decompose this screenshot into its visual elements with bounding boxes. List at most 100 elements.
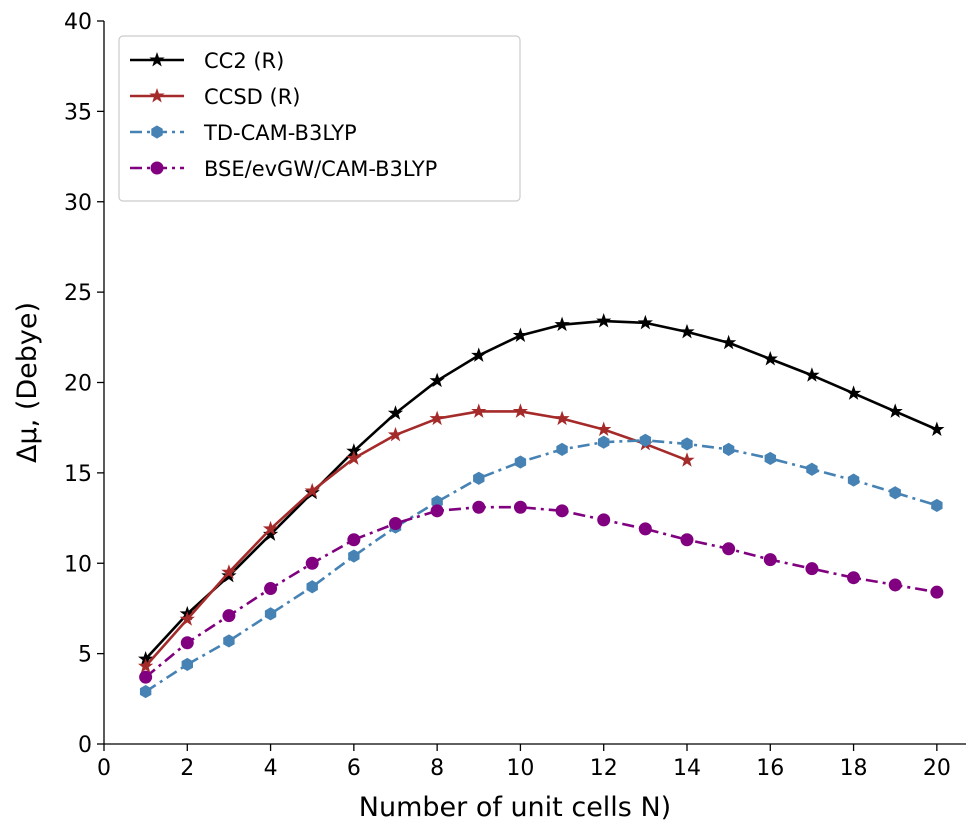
series-td-cam-b3lyp — [139, 433, 943, 699]
data-point-td-cam-b3lyp — [223, 634, 235, 648]
x-tick-label: 0 — [97, 756, 111, 781]
data-point-bse-evgw-cam-b3lyp — [930, 585, 944, 599]
x-tick-label: 2 — [180, 756, 194, 781]
y-tick-label: 25 — [64, 281, 92, 306]
data-point-td-cam-b3lyp — [264, 607, 277, 621]
data-point-cc2-r — [554, 316, 570, 332]
data-point-cc2-r — [721, 334, 737, 350]
data-point-bse-evgw-cam-b3lyp — [139, 670, 153, 684]
data-point-cc2-r — [512, 327, 529, 342]
x-axis-title: Number of unit cells N) — [359, 792, 671, 822]
data-point-bse-evgw-cam-b3lyp — [847, 571, 861, 585]
data-point-bse-evgw-cam-b3lyp — [555, 504, 569, 518]
data-point-ccsd-r — [179, 611, 195, 626]
y-tick-label: 10 — [64, 552, 92, 577]
data-point-td-cam-b3lyp — [556, 442, 568, 456]
data-point-ccsd-r — [596, 421, 612, 436]
data-point-ccsd-r — [679, 452, 695, 467]
series-bse-evgw-cam-b3lyp — [139, 500, 944, 684]
data-point-ccsd-r — [471, 403, 487, 418]
x-tick-label: 20 — [923, 756, 951, 781]
data-point-ccsd-r — [262, 520, 279, 536]
data-point-ccsd-r — [554, 410, 570, 426]
data-point-bse-evgw-cam-b3lyp — [388, 516, 402, 530]
series-cc2-r — [138, 313, 945, 666]
data-point-bse-evgw-cam-b3lyp — [180, 636, 194, 650]
data-point-td-cam-b3lyp — [931, 498, 943, 512]
data-point-td-cam-b3lyp — [681, 437, 693, 451]
data-point-td-cam-b3lyp — [806, 462, 818, 476]
y-tick-label: 40 — [64, 10, 92, 35]
data-point-td-cam-b3lyp — [722, 442, 735, 456]
legend-swatch-marker-bse-evgw-cam-b3lyp — [150, 161, 164, 175]
data-point-cc2-r — [387, 405, 404, 420]
legend-box — [118, 35, 521, 202]
data-point-ccsd-r — [221, 564, 237, 579]
x-tick-label: 18 — [840, 756, 868, 781]
data-point-bse-evgw-cam-b3lyp — [305, 556, 319, 570]
data-point-cc2-r — [637, 314, 653, 330]
legend-swatch-marker-cc2-r — [149, 51, 165, 67]
data-point-bse-evgw-cam-b3lyp — [680, 533, 694, 547]
y-tick-label: 20 — [64, 372, 92, 397]
data-point-cc2-r — [679, 323, 695, 339]
data-point-cc2-r — [887, 403, 903, 418]
data-point-bse-evgw-cam-b3lyp — [763, 553, 777, 567]
plot-area — [138, 313, 945, 699]
data-point-cc2-r — [429, 372, 445, 388]
data-point-bse-evgw-cam-b3lyp — [805, 562, 819, 576]
data-point-bse-evgw-cam-b3lyp — [264, 582, 278, 596]
data-point-td-cam-b3lyp — [598, 435, 610, 449]
series-line-bse-evgw-cam-b3lyp — [144, 505, 938, 679]
data-point-td-cam-b3lyp — [847, 473, 860, 487]
data-point-td-cam-b3lyp — [514, 455, 527, 469]
y-tick-label: 15 — [64, 462, 92, 487]
legend-swatch-marker-td-cam-b3lyp — [151, 125, 163, 139]
data-point-ccsd-r — [387, 426, 404, 442]
y-axis-title: Δμ, (Debye) — [12, 302, 43, 463]
series-line-cc2-r — [144, 319, 938, 660]
data-point-td-cam-b3lyp — [639, 433, 652, 447]
data-point-cc2-r — [929, 421, 945, 436]
x-tick-label: 12 — [590, 756, 618, 781]
data-point-cc2-r — [804, 367, 820, 382]
legend-swatch-marker-ccsd-r — [149, 87, 165, 103]
data-point-cc2-r — [762, 350, 778, 366]
series-ccsd-r — [138, 403, 695, 673]
series-line-td-cam-b3lyp — [144, 439, 938, 693]
x-tick-label: 16 — [756, 756, 784, 781]
data-point-td-cam-b3lyp — [889, 486, 901, 500]
legend-label-td-cam-b3lyp: TD-CAM-B3LYP — [203, 121, 357, 145]
legend-label-cc2-r: CC2 (R) — [204, 49, 284, 73]
data-point-td-cam-b3lyp — [139, 685, 152, 699]
data-point-td-cam-b3lyp — [181, 657, 193, 672]
series-line-ccsd-r — [144, 410, 688, 668]
data-point-bse-evgw-cam-b3lyp — [513, 500, 527, 514]
data-point-bse-evgw-cam-b3lyp — [430, 504, 444, 518]
data-point-td-cam-b3lyp — [348, 549, 360, 563]
x-tick-label: 10 — [506, 756, 534, 781]
data-point-bse-evgw-cam-b3lyp — [472, 500, 486, 514]
data-point-cc2-r — [845, 385, 862, 400]
x-tick-label: 4 — [264, 756, 278, 781]
axes: 0 2 4 6 8 10 12 14 16 18 20 0 5 10 15 20 25 30 35 40 Number … — [12, 10, 966, 822]
data-point-cc2-r — [471, 347, 487, 362]
data-point-cc2-r — [596, 313, 612, 328]
data-point-td-cam-b3lyp — [764, 451, 776, 465]
y-tick-label: 0 — [78, 733, 92, 758]
data-point-ccsd-r — [346, 450, 362, 465]
y-tick-label: 35 — [64, 100, 92, 125]
data-point-bse-evgw-cam-b3lyp — [638, 522, 652, 536]
data-point-bse-evgw-cam-b3lyp — [888, 578, 902, 592]
legend-label-ccsd-r: CCSD (R) — [204, 85, 300, 109]
data-point-td-cam-b3lyp — [473, 471, 485, 485]
data-point-bse-evgw-cam-b3lyp — [222, 609, 236, 623]
legend: CC2 (R) CCSD (R) TD-CAM-B3LYP BSE/evGW/CAM-… — [118, 35, 521, 202]
data-point-ccsd-r — [304, 482, 320, 498]
data-point-ccsd-r — [138, 658, 154, 673]
legend-label-bse-evgw-cam-b3lyp: BSE/evGW/CAM-B3LYP — [204, 157, 437, 181]
data-point-ccsd-r — [429, 410, 445, 426]
y-tick-label: 30 — [64, 191, 92, 216]
x-tick-label: 8 — [430, 756, 444, 781]
